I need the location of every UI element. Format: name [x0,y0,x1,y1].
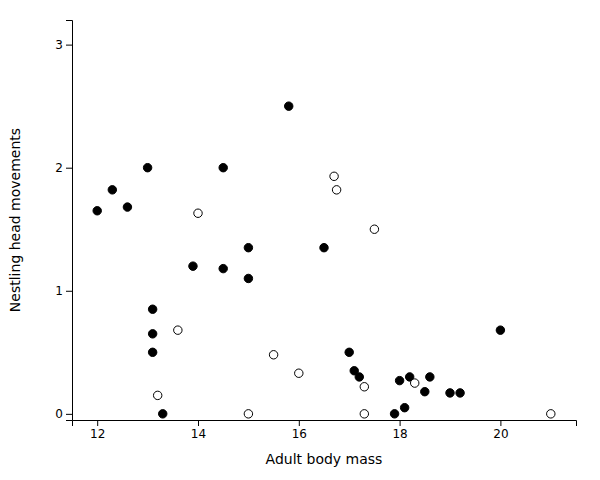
tick: 12 [90,420,105,441]
point [219,264,227,272]
tick-label: 3 [55,38,63,52]
y-axis: 0 1 2 3 [55,21,72,422]
point [158,410,166,418]
axis-line [66,21,73,421]
tick-mark [66,414,72,415]
point [244,243,252,251]
point [194,209,202,217]
point [148,348,156,356]
tick-mark [299,420,300,426]
point [244,274,252,282]
point [153,391,161,399]
point [332,186,340,194]
axis-line [73,421,577,427]
tick-label: 20 [493,427,508,441]
point [244,410,252,418]
tick: 14 [191,420,206,441]
point [390,410,398,418]
tick-mark [66,45,72,46]
point [269,351,277,359]
tick: 2 [55,161,72,175]
tick-label: 1 [55,284,63,298]
point [295,369,303,377]
point [446,389,454,397]
point [108,186,116,194]
point [496,326,504,334]
tick-label: 18 [392,427,407,441]
tick: 1 [55,284,72,298]
tick-mark [66,168,72,169]
series [153,172,555,418]
point [400,403,408,411]
tick-mark [97,420,98,426]
tick-mark [66,291,72,292]
point [421,387,429,395]
point [284,102,292,110]
tick: 20 [493,420,508,441]
chart: 12141618200123Adult body massNestling he… [0,0,600,480]
points [93,102,555,418]
point [456,389,464,397]
plot: 12141618200123 [55,21,576,441]
point [360,410,368,418]
point [330,172,338,180]
y-axis-title: Nestling head movements [7,128,23,312]
point [143,163,151,171]
tick-label: 14 [191,427,206,441]
point [174,326,182,334]
tick: 3 [55,38,72,52]
series [93,102,505,418]
x-axis: 12 14 16 18 20 [73,420,577,441]
point [395,376,403,384]
point [410,379,418,387]
point [123,203,131,211]
point [355,373,363,381]
tick: 16 [292,420,307,441]
tick-label: 12 [90,427,105,441]
point [360,383,368,391]
point [189,262,197,270]
tick-label: 0 [55,407,63,421]
x-axis-title: Adult body mass [266,451,383,467]
tick-mark [500,420,501,426]
point [219,163,227,171]
point [370,225,378,233]
tick-label: 2 [55,161,63,175]
point [148,330,156,338]
point [547,410,555,418]
tick: 18 [392,420,407,441]
point [426,373,434,381]
tick: 0 [55,407,72,421]
point [148,305,156,313]
point [345,348,353,356]
tick-mark [198,420,199,426]
tick-label: 16 [292,427,307,441]
point [320,243,328,251]
tick-mark [400,420,401,426]
point [93,207,101,215]
